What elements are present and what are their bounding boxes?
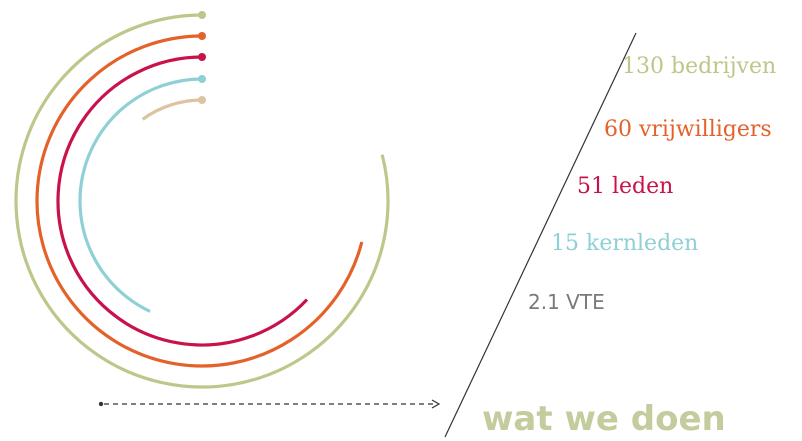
arc-vte — [141, 98, 203, 121]
arc-kernleden — [78, 77, 203, 313]
label-bedrijven: 130 bedrijven — [622, 54, 777, 79]
label-vte: 2.1 VTE — [528, 290, 605, 314]
arc-vte-dot — [198, 96, 206, 104]
arc-vrijwilligers-dot — [198, 32, 206, 40]
cta-arrow[interactable] — [98, 399, 441, 409]
arc-kernleden-dot — [198, 75, 206, 83]
arrow-start-dot — [98, 401, 104, 407]
arc-leden — [56, 55, 309, 347]
label-leden: 51 leden — [577, 174, 674, 199]
arc-leden-dot — [198, 53, 206, 61]
arc-bedrijven — [14, 13, 390, 389]
arc-vrijwilligers — [35, 34, 364, 368]
arc-bedrijven-dot — [198, 11, 206, 19]
cta-wat-we-doen[interactable]: wat we doen — [482, 399, 726, 439]
label-kernleden: 15 kernleden — [551, 231, 699, 256]
arrow-head-icon — [431, 399, 441, 409]
divider-line — [444, 32, 637, 438]
label-vrijwilligers: 60 vrijwilligers — [604, 117, 772, 142]
